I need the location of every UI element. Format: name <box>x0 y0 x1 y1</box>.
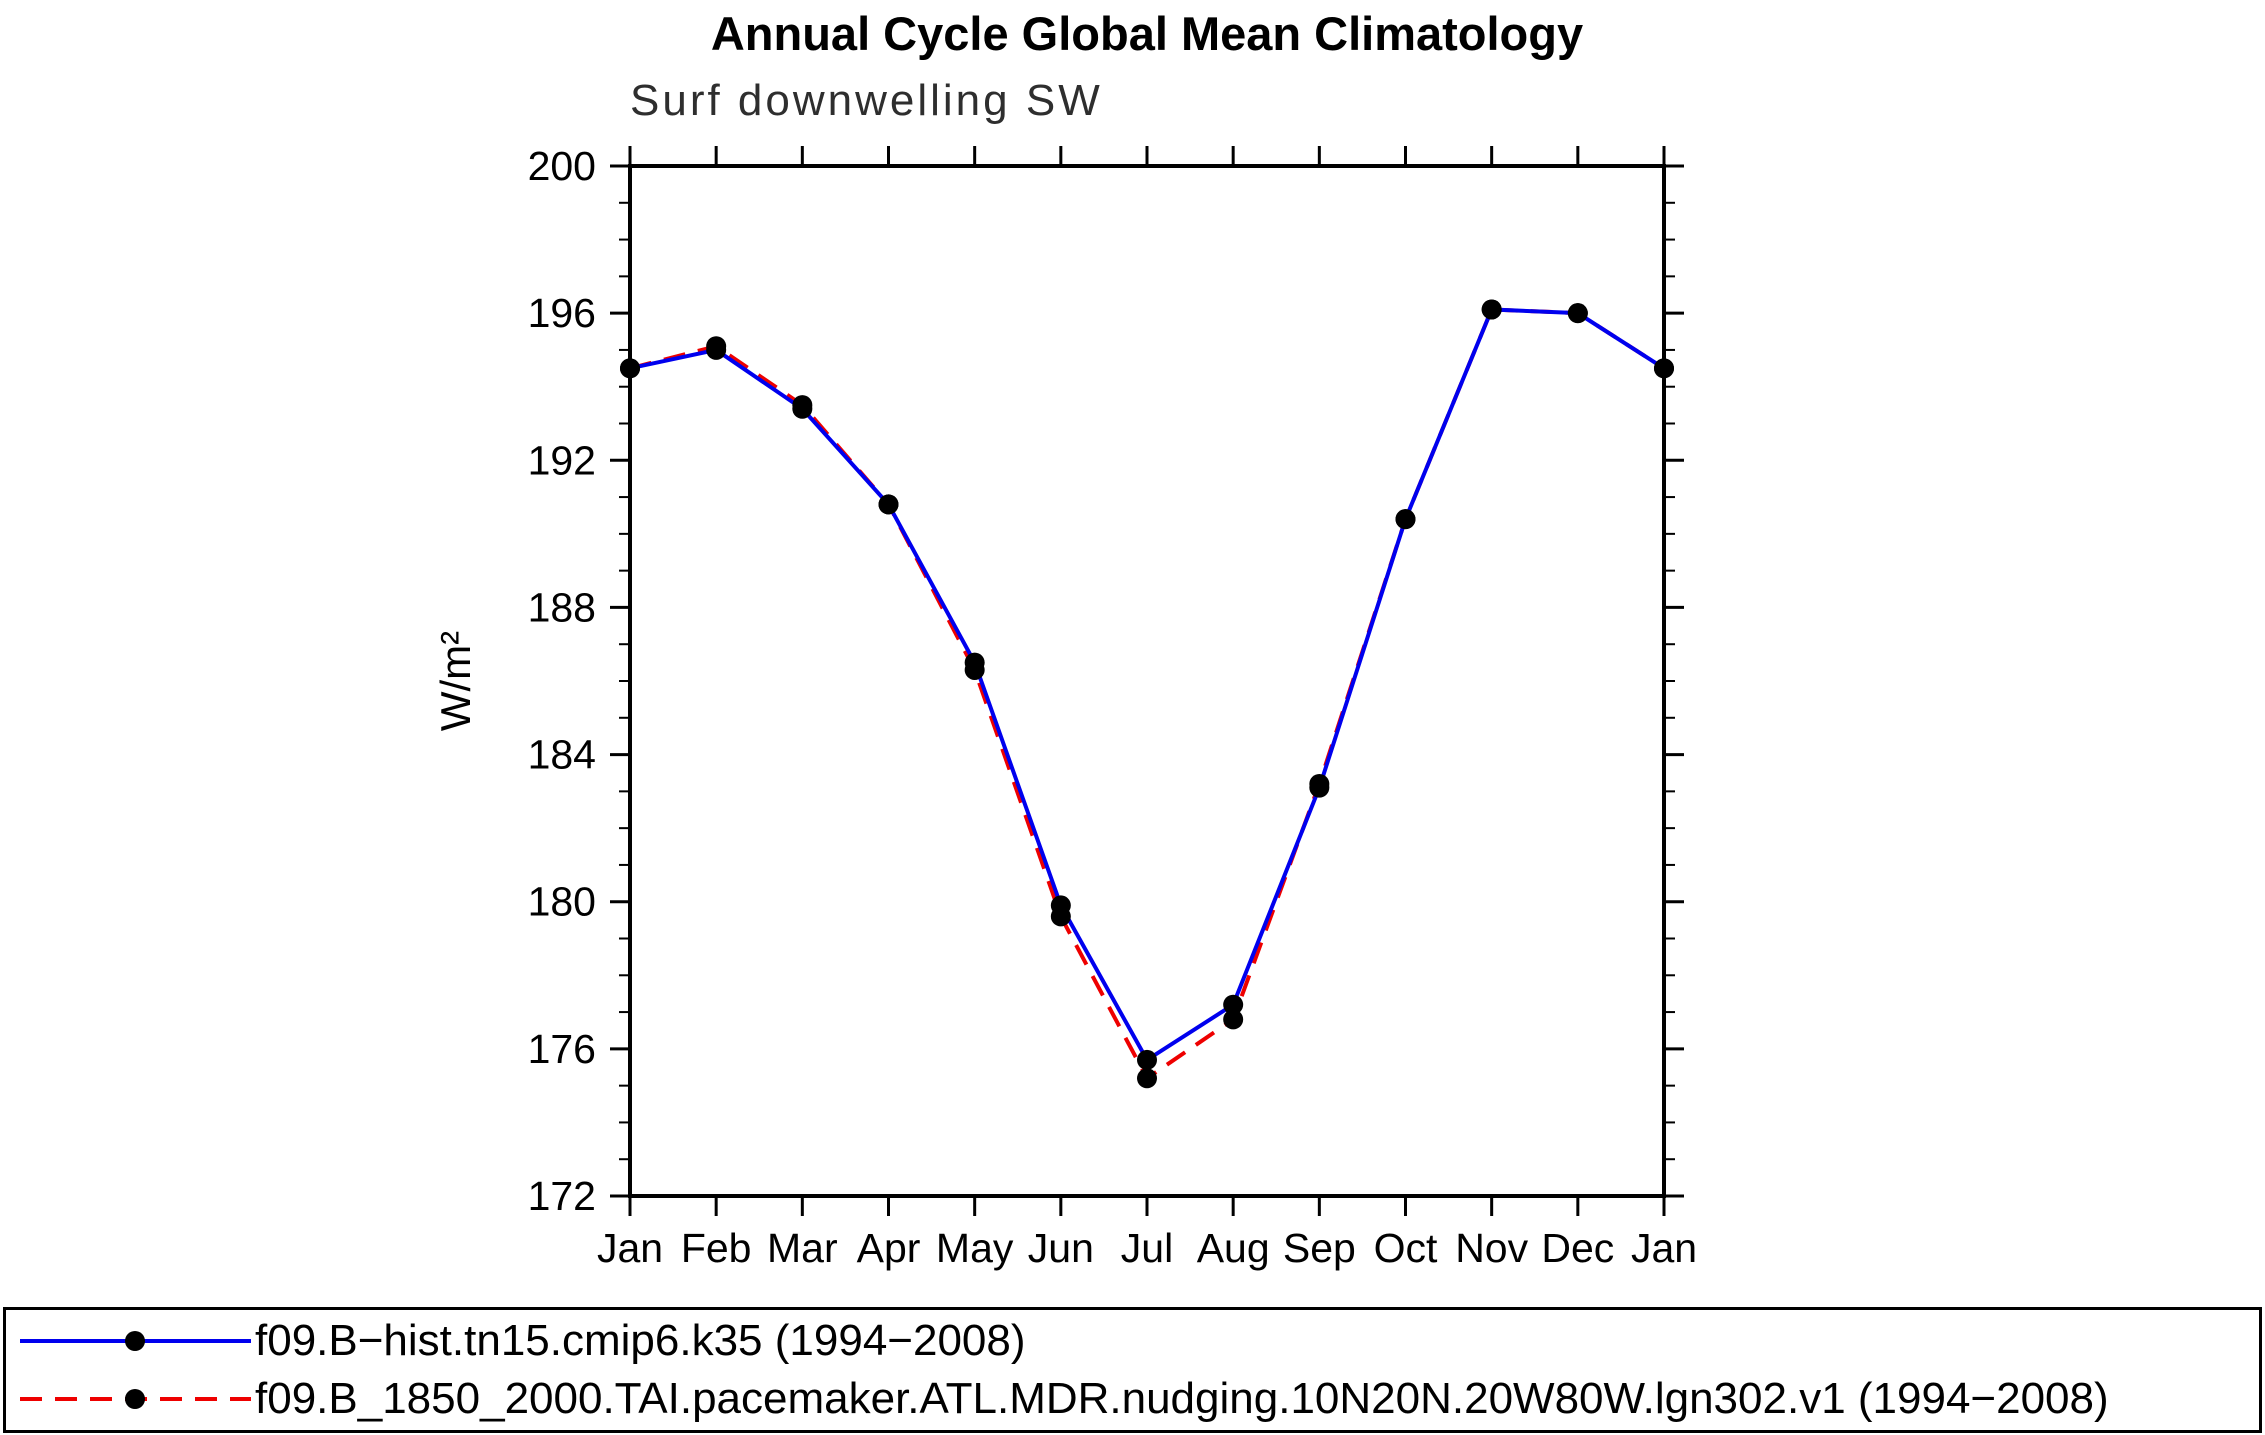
data-point-marker <box>1223 994 1244 1015</box>
data-point-marker <box>1481 299 1502 320</box>
x-tick-label: Nov <box>1455 1225 1528 1271</box>
y-tick-label: 200 <box>528 143 596 189</box>
y-tick-label: 196 <box>528 290 596 336</box>
chart-subtitle: Surf downwelling SW <box>630 76 1103 125</box>
series-line <box>629 307 1666 1063</box>
plot-area: Jan Feb Mar Apr May Jun Jul Aug Sep Oct Nov Dec Jan1… <box>432 143 1697 1271</box>
x-tick-label: Jul <box>1121 1225 1173 1271</box>
x-tick-label: Oct <box>1374 1225 1438 1271</box>
data-point-marker <box>706 336 727 357</box>
x-tick-label: Aug <box>1197 1225 1270 1271</box>
legend-label: f09.B_1850_2000.TAI.pacemaker.ATL.MDR.nu… <box>255 1374 2109 1423</box>
legend-label: f09.B−hist.tn15.cmip6.k35 (1994−2008) <box>255 1316 1026 1365</box>
data-point-marker <box>878 494 899 515</box>
data-point-marker <box>1654 358 1674 379</box>
data-point-marker <box>1309 774 1330 794</box>
y-tick-label: 176 <box>528 1026 596 1072</box>
data-point-marker <box>1567 303 1588 324</box>
data-point-marker <box>1223 1009 1244 1030</box>
data-point-marker <box>1050 906 1071 927</box>
x-tick-label: Jan <box>597 1225 663 1271</box>
legend-line-sample-solid-blue <box>20 1331 251 1351</box>
legend-line-sample-dashed-red <box>20 1389 251 1409</box>
legend-box: f09.B−hist.tn15.cmip6.k35 (1994−2008) f0… <box>3 1307 2262 1433</box>
x-tick-label: Dec <box>1541 1225 1614 1271</box>
chart-title: Annual Cycle Global Mean Climatology <box>710 7 1584 60</box>
data-point-marker <box>1137 1049 1157 1070</box>
x-tick-label: Feb <box>681 1225 752 1271</box>
series-line <box>629 307 1666 1082</box>
x-tick-label: Mar <box>767 1225 838 1271</box>
legend-item: f09.B−hist.tn15.cmip6.k35 (1994−2008) <box>6 1312 2259 1370</box>
x-tick-label: Apr <box>857 1225 921 1271</box>
data-point-marker <box>620 358 640 379</box>
y-axis-label: W/m² <box>432 631 479 731</box>
y-tick-label: 184 <box>528 732 596 778</box>
y-tick-label: 192 <box>528 437 596 483</box>
data-point-marker <box>964 659 985 680</box>
y-tick-label: 172 <box>528 1173 596 1219</box>
x-tick-label: Jun <box>1028 1225 1094 1271</box>
data-point-marker <box>1395 509 1416 530</box>
y-tick-label: 188 <box>528 584 596 630</box>
data-point-marker <box>792 395 813 416</box>
data-point-marker <box>1137 1068 1157 1089</box>
y-tick-label: 180 <box>528 879 596 925</box>
legend-item: f09.B_1850_2000.TAI.pacemaker.ATL.MDR.nu… <box>6 1370 2259 1428</box>
x-tick-label: Sep <box>1283 1225 1356 1271</box>
x-tick-label: Jan <box>1631 1225 1697 1271</box>
x-tick-label: May <box>936 1225 1014 1271</box>
